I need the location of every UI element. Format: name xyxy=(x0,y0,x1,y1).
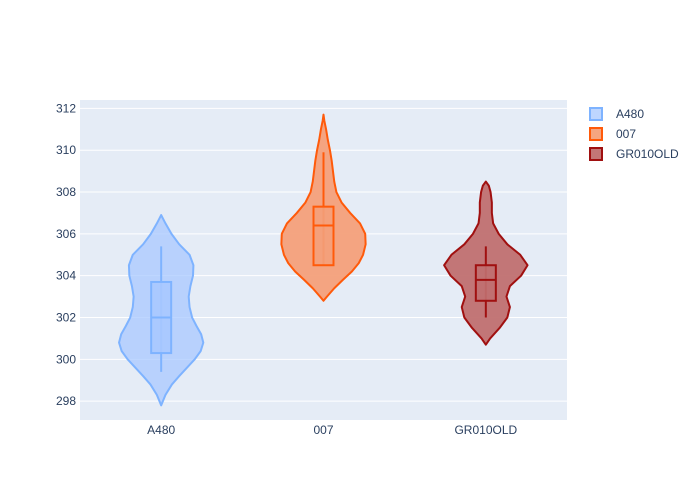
violin-box xyxy=(474,264,497,302)
legend-swatch xyxy=(589,147,603,161)
violin-a480[interactable] xyxy=(118,214,205,407)
x-axis-tick-labels: A480 007 GR010OLD xyxy=(147,423,517,437)
legend-swatch xyxy=(589,127,603,141)
legend-label: A480 xyxy=(616,107,644,121)
legend[interactable]: A480 007 GR010OLD xyxy=(589,107,679,161)
violins[interactable] xyxy=(118,113,529,407)
violin-gr010old[interactable] xyxy=(443,180,529,346)
y-tick-label: 308 xyxy=(56,185,76,199)
y-tick-label: 312 xyxy=(56,101,76,115)
violin-007[interactable] xyxy=(280,113,367,302)
legend-label: GR010OLD xyxy=(616,147,679,161)
y-tick-label: 298 xyxy=(56,394,76,408)
violin-box xyxy=(312,205,335,267)
x-tick-label: 007 xyxy=(313,423,333,437)
y-tick-label: 310 xyxy=(56,143,76,157)
legend-label: 007 xyxy=(616,127,636,141)
y-tick-label: 304 xyxy=(56,269,76,283)
y-axis-tick-labels: 298 300 302 304 306 308 310 312 xyxy=(56,101,76,408)
y-tick-label: 306 xyxy=(56,227,76,241)
legend-swatch xyxy=(589,107,603,121)
legend-item-gr010old[interactable]: GR010OLD xyxy=(589,147,679,161)
y-tick-label: 300 xyxy=(56,352,76,366)
x-tick-label: A480 xyxy=(147,423,175,437)
legend-item-007[interactable]: 007 xyxy=(589,127,636,141)
legend-item-a480[interactable]: A480 xyxy=(589,107,644,121)
x-tick-label: GR010OLD xyxy=(454,423,517,437)
y-tick-label: 302 xyxy=(56,311,76,325)
